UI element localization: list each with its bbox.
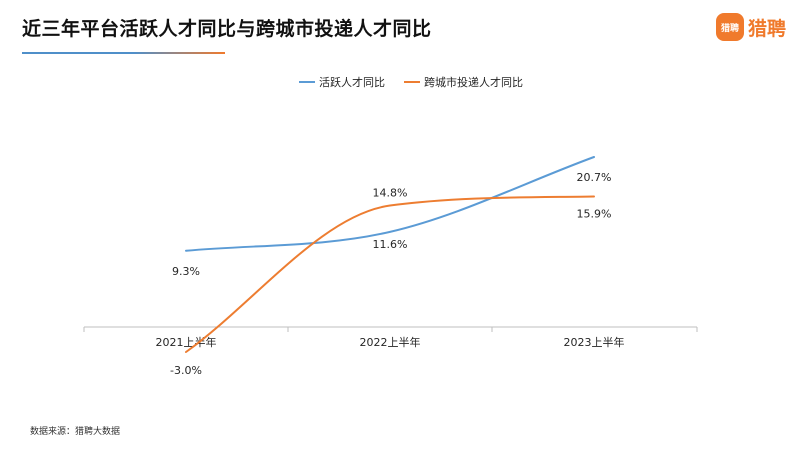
legend-label: 跨城市投递人才同比	[424, 75, 523, 89]
data-label: 11.6%	[373, 238, 408, 251]
x-tick-label: 2023上半年	[564, 335, 625, 349]
series-line-2	[185, 195, 595, 353]
logo-badge-icon: 猎聘	[715, 13, 744, 41]
x-tick-label: 2021上半年	[156, 335, 217, 349]
data-source-note: 数据来源：猎聘大数据	[30, 427, 121, 437]
data-label: 15.9%	[577, 207, 612, 220]
legend-label: 活跃人才同比	[319, 75, 385, 89]
title-underline	[22, 52, 225, 54]
x-tick-label: 2022上半年	[360, 335, 421, 349]
data-label: -3.0%	[170, 364, 202, 377]
brand-logo: 猎聘 猎聘	[715, 13, 786, 41]
chart-title: 近三年平台活跃人才同比与跨城市投递人才同比	[22, 18, 432, 40]
data-label: 14.8%	[373, 187, 408, 200]
data-label: 9.3%	[172, 265, 200, 278]
line-chart: 2021上半年 2022上半年 2023上半年 9.3% 11.6% 20.7% -3.0%…	[83, 75, 698, 377]
data-label: 20.7%	[577, 171, 612, 184]
logo-text: 猎聘	[747, 17, 786, 40]
series-line-1	[185, 156, 595, 252]
